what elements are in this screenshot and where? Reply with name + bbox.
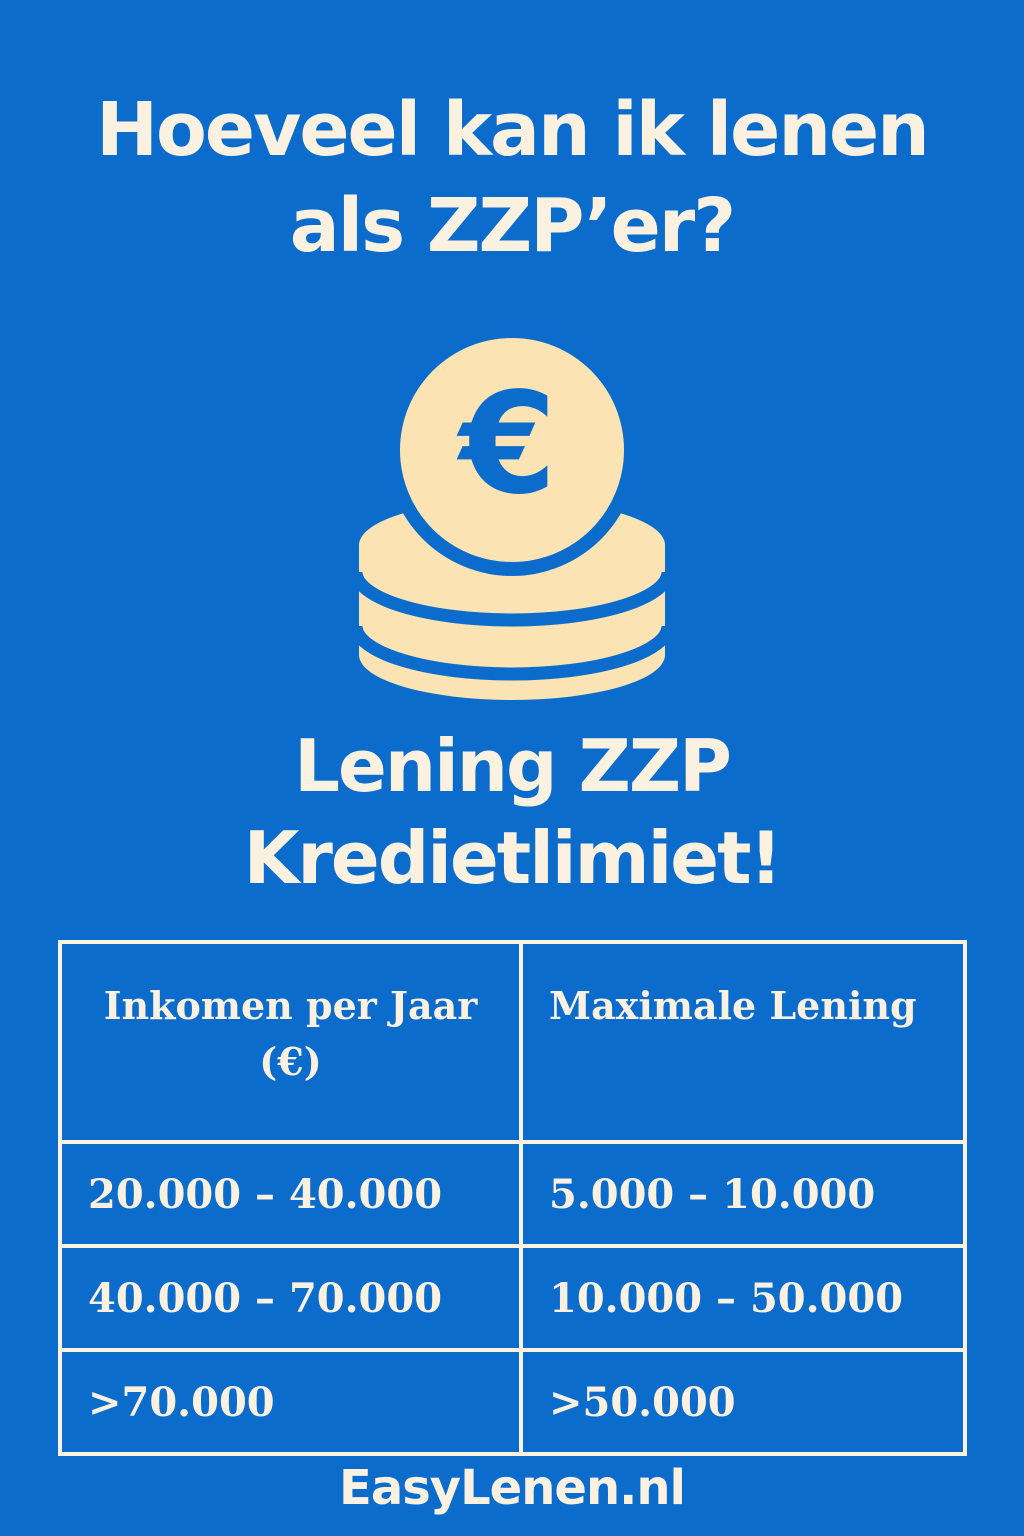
title-line-2: als ZZP’er? [289, 183, 736, 269]
subtitle: Lening ZZP Kredietlimiet! [0, 720, 1024, 904]
brand-footer: EasyLenen.nl [339, 1460, 686, 1516]
cell-max-loan: 5.000 – 10.000 [519, 1140, 967, 1248]
header-income: Inkomen per Jaar (€) [58, 940, 523, 1144]
table-row: 40.000 – 70.000 10.000 – 50.000 [58, 1244, 967, 1352]
title-line-1: Hoeveel kan ik lenen [96, 87, 930, 173]
cell-income: 40.000 – 70.000 [58, 1244, 523, 1352]
table-row: 20.000 – 40.000 5.000 – 10.000 [58, 1140, 967, 1248]
header-max-loan: Maximale Lening [519, 940, 967, 1144]
cell-income: 20.000 – 40.000 [58, 1140, 523, 1248]
table-row: >70.000 >50.000 [58, 1348, 967, 1456]
loan-table: Inkomen per Jaar (€) Maximale Lening 20.… [58, 940, 967, 1456]
cell-max-loan: 10.000 – 50.000 [519, 1244, 967, 1352]
page-title: Hoeveel kan ik lenen als ZZP’er? [0, 82, 1024, 274]
euro-symbol: € [456, 363, 556, 526]
subtitle-line-1: Lening ZZP [294, 724, 732, 808]
euro-coin-stack-icon: € [349, 324, 675, 700]
cell-income: >70.000 [58, 1348, 523, 1456]
cell-max-loan: >50.000 [519, 1348, 967, 1456]
table-header-row: Inkomen per Jaar (€) Maximale Lening [58, 940, 967, 1144]
subtitle-line-2: Kredietlimiet! [243, 816, 783, 900]
